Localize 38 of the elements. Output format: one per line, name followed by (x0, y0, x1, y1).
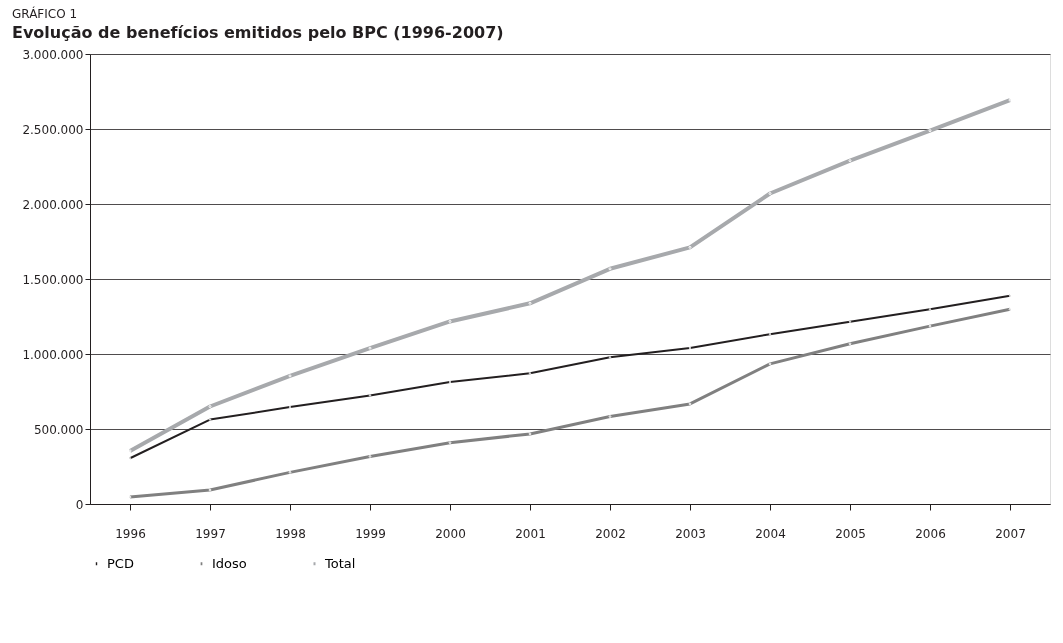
legend-label: Idoso (212, 555, 247, 571)
x-tick-label: 1996 (115, 526, 146, 541)
point (448, 319, 452, 323)
x-tick-label: 2003 (675, 526, 706, 541)
x-tick-label: 2002 (595, 526, 626, 541)
point (768, 192, 772, 195)
point (128, 449, 132, 453)
line-series (128, 98, 1012, 453)
y-tick-label: 1.000.000 (22, 347, 84, 362)
point (928, 129, 932, 133)
x-tick-label: 1999 (355, 526, 386, 541)
x-tick-label: 2001 (515, 526, 546, 541)
y-tick-label: 0 (75, 497, 84, 512)
y-tick-label: 3.000.000 (22, 47, 84, 62)
y-tick-label: 2.500.000 (22, 122, 84, 137)
x-tick-label: 2000 (435, 526, 466, 541)
line-series (128, 307, 1012, 499)
x-tick-label: 1998 (275, 526, 306, 541)
chart-title: Evolução de benefícios emitidos pelo BPC (1996-2007) (12, 23, 504, 42)
legend-label: Total (324, 555, 356, 571)
point (368, 346, 372, 350)
x-tick-label: 1997 (195, 526, 226, 541)
point (208, 405, 212, 408)
point (1008, 98, 1012, 102)
x-tick-label: 2006 (915, 526, 946, 541)
point (608, 267, 612, 271)
y-tick-label: 500.000 (33, 422, 84, 437)
point (848, 159, 852, 163)
y-tick-label: 2.000.000 (22, 197, 84, 212)
legend-label: PCD (107, 555, 134, 571)
y-tick-label: 1.500.000 (22, 272, 84, 287)
x-tick-label: 2004 (755, 526, 786, 541)
point (528, 301, 532, 305)
text: GRÁFICO 1 (12, 6, 78, 21)
point (688, 245, 692, 249)
x-tick-label: 2007 (995, 526, 1026, 541)
x-tick-label: 2005 (835, 526, 866, 541)
point (288, 374, 292, 378)
